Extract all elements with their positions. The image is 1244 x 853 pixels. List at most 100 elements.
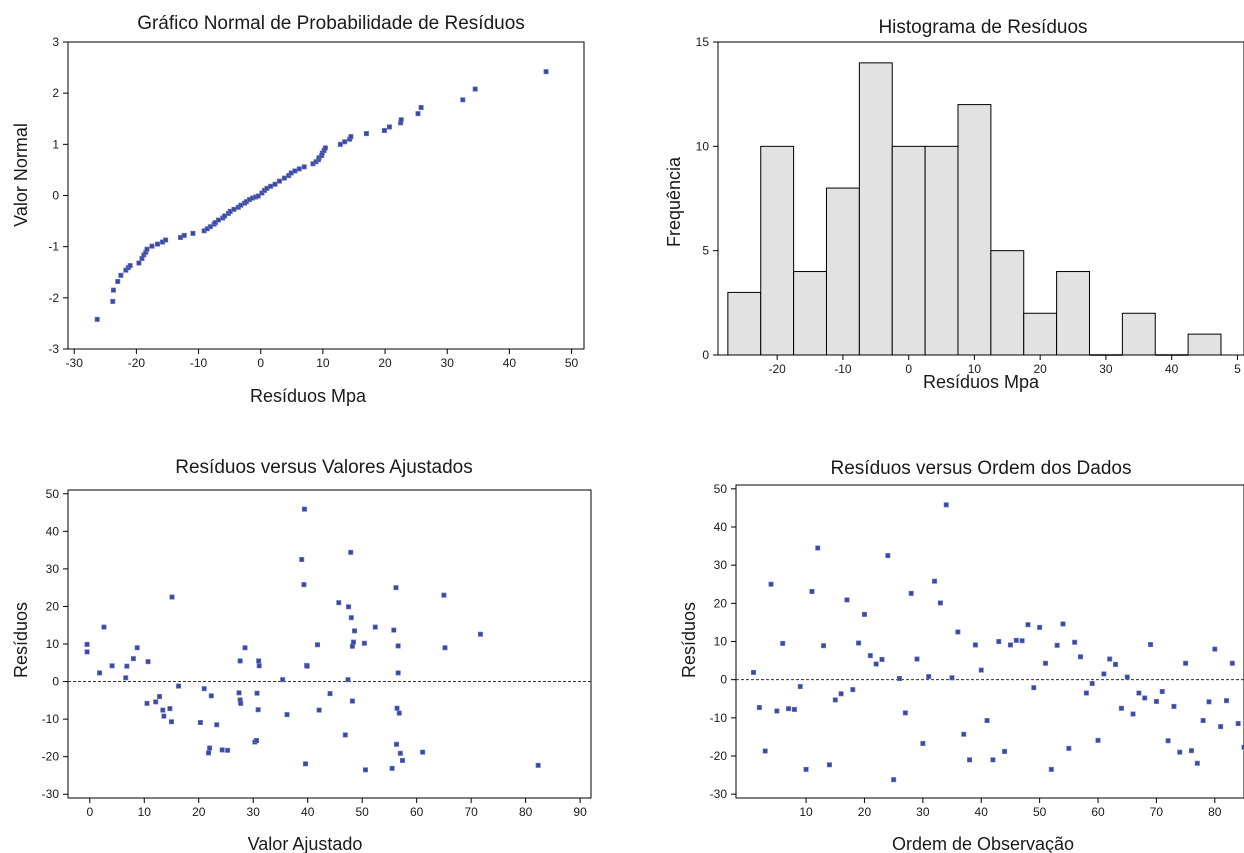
residuals-vs-fitted-plot: Resíduos versus Valores Ajustados Valor … [11, 457, 592, 853]
data-point [345, 677, 351, 683]
x-axis-label: Resíduos Mpa [923, 372, 1040, 392]
data-point [1078, 654, 1084, 660]
data-point [256, 658, 262, 664]
data-point [389, 765, 395, 771]
data-point [1171, 703, 1177, 709]
y-tick-label: -30 [42, 787, 60, 801]
y-tick-label: -3 [48, 342, 59, 356]
histogram-bar [891, 145, 926, 356]
data-point [1188, 748, 1194, 754]
data-point [984, 718, 990, 724]
data-point [768, 581, 774, 587]
data-point [394, 705, 400, 711]
data-point [280, 677, 286, 683]
y-tick-label: 10 [696, 139, 710, 153]
y-tick-label: -1 [48, 240, 59, 254]
data-point [1142, 695, 1148, 701]
data-point [1013, 637, 1019, 643]
data-point [144, 700, 150, 706]
data-point [791, 706, 797, 712]
data-point [861, 611, 867, 617]
y-tick-label: 50 [714, 482, 728, 496]
data-point [1072, 639, 1078, 645]
data-point [803, 766, 809, 772]
y-tick-label: -2 [48, 291, 59, 305]
data-point [415, 111, 421, 117]
data-point [169, 594, 175, 600]
x-tick-label: 30 [1099, 362, 1113, 376]
data-point [207, 224, 213, 230]
data-point [394, 741, 400, 747]
data-point [255, 707, 261, 713]
data-point [207, 745, 213, 751]
data-point [315, 642, 321, 648]
y-tick-label: 0 [52, 189, 59, 203]
data-point [395, 670, 401, 676]
x-tick-label: 20 [1033, 362, 1047, 376]
data-point [94, 316, 100, 322]
axis-ticks: 10 20 30 40 50 60 70 80 -30 -20 -10 0 10 20 30 40 50 [710, 482, 1222, 819]
data-point [109, 663, 115, 669]
data-point [867, 653, 873, 659]
data-point [1223, 698, 1229, 704]
data-point [222, 213, 228, 219]
data-point [908, 590, 914, 596]
data-point [361, 640, 367, 646]
x-axis-label: Resíduos Mpa [250, 386, 367, 406]
data-point [1153, 698, 1159, 704]
x-tick-label: 40 [503, 356, 517, 370]
x-tick-label: 5 [1234, 362, 1241, 376]
data-point [337, 141, 343, 147]
data-point [342, 139, 348, 145]
data-point [238, 700, 244, 706]
histogram-bar [924, 145, 959, 356]
x-tick-label: 30 [247, 805, 261, 819]
x-tick-label: 10 [968, 362, 982, 376]
data-point [937, 600, 943, 606]
x-tick-label: 20 [192, 805, 206, 819]
y-axis-label: Valor Normal [11, 123, 31, 227]
data-point [943, 502, 949, 508]
x-axis-label: Valor Ajustado [248, 834, 363, 853]
data-point [237, 658, 243, 664]
y-tick-label: 3 [52, 35, 59, 49]
y-tick-label: 2 [52, 86, 59, 100]
y-axis-label: Resíduos [679, 602, 699, 678]
y-tick-label: 10 [714, 635, 728, 649]
data-point [821, 643, 827, 649]
data-point [169, 719, 175, 725]
data-point [301, 582, 307, 588]
data-point [362, 767, 368, 773]
data-point [1212, 646, 1218, 652]
data-point [1218, 724, 1224, 730]
data-point [1200, 718, 1206, 724]
data-point [1095, 737, 1101, 743]
x-tick-label: 10 [138, 805, 152, 819]
histogram-bar [1056, 271, 1090, 356]
data-point [225, 747, 231, 753]
data-point [920, 740, 926, 746]
data-point [299, 556, 305, 562]
data-point [386, 124, 392, 130]
data-point [1118, 705, 1124, 711]
x-tick-label: 0 [257, 356, 264, 370]
data-point [1165, 738, 1171, 744]
data-point [123, 675, 129, 681]
data-point [84, 649, 90, 655]
data-point [130, 656, 136, 662]
x-tick-label: 50 [1033, 805, 1047, 819]
data-point [208, 693, 214, 699]
data-point [346, 604, 352, 610]
y-tick-label: 50 [46, 487, 60, 501]
data-point [255, 193, 261, 199]
data-point [1083, 690, 1089, 696]
data-point [1007, 642, 1013, 648]
data-point [381, 128, 387, 134]
data-point [1048, 766, 1054, 772]
data-point [134, 645, 140, 651]
data-point [215, 217, 221, 223]
x-tick-label: 30 [441, 356, 455, 370]
data-point [472, 86, 478, 92]
